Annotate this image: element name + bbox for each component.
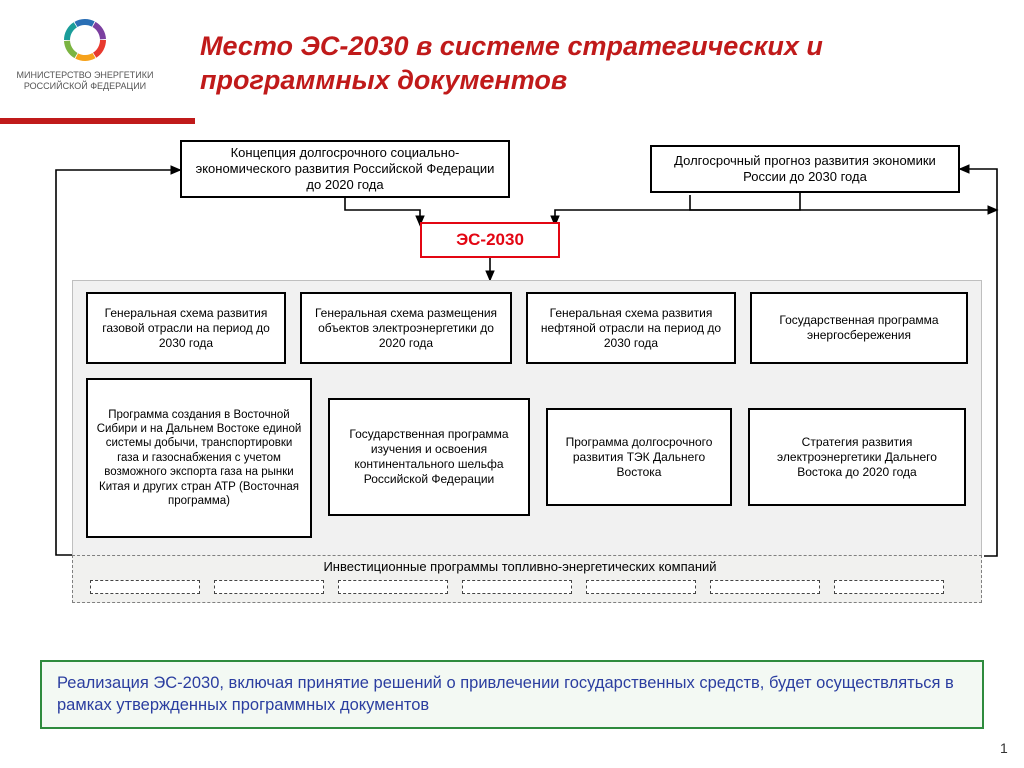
conclusion-text: Реализация ЭС-2030, включая принятие реш… bbox=[57, 674, 954, 714]
program-slot bbox=[214, 580, 324, 594]
node-r5: Программа создания в Восточной Сибири и … bbox=[86, 378, 312, 538]
conclusion-box: Реализация ЭС-2030, включая принятие реш… bbox=[40, 660, 984, 729]
node-inv: Инвестиционные программы топливно-энерге… bbox=[250, 557, 790, 577]
node-r1: Генеральная схема развития газовой отрас… bbox=[86, 292, 286, 364]
node-r6: Государственная программа изучения и осв… bbox=[328, 398, 530, 516]
node-r2: Генеральная схема размещения объектов эл… bbox=[300, 292, 512, 364]
node-n3: ЭС-2030 bbox=[420, 222, 560, 258]
node-r7: Программа долгосрочного развития ТЭК Дал… bbox=[546, 408, 732, 506]
node-n2: Долгосрочный прогноз развития экономики … bbox=[650, 145, 960, 193]
node-r8: Стратегия развития электроэнергетики Дал… bbox=[748, 408, 966, 506]
program-slot bbox=[90, 580, 200, 594]
program-slot bbox=[586, 580, 696, 594]
program-slot bbox=[710, 580, 820, 594]
node-r4: Государственная программа энергосбережен… bbox=[750, 292, 968, 364]
node-r3: Генеральная схема развития нефтяной отра… bbox=[526, 292, 736, 364]
program-slot bbox=[462, 580, 572, 594]
program-slot bbox=[338, 580, 448, 594]
page-number: 1 bbox=[1000, 740, 1008, 756]
program-slot bbox=[834, 580, 944, 594]
node-n1: Концепция долгосрочного социально-эконом… bbox=[180, 140, 510, 198]
